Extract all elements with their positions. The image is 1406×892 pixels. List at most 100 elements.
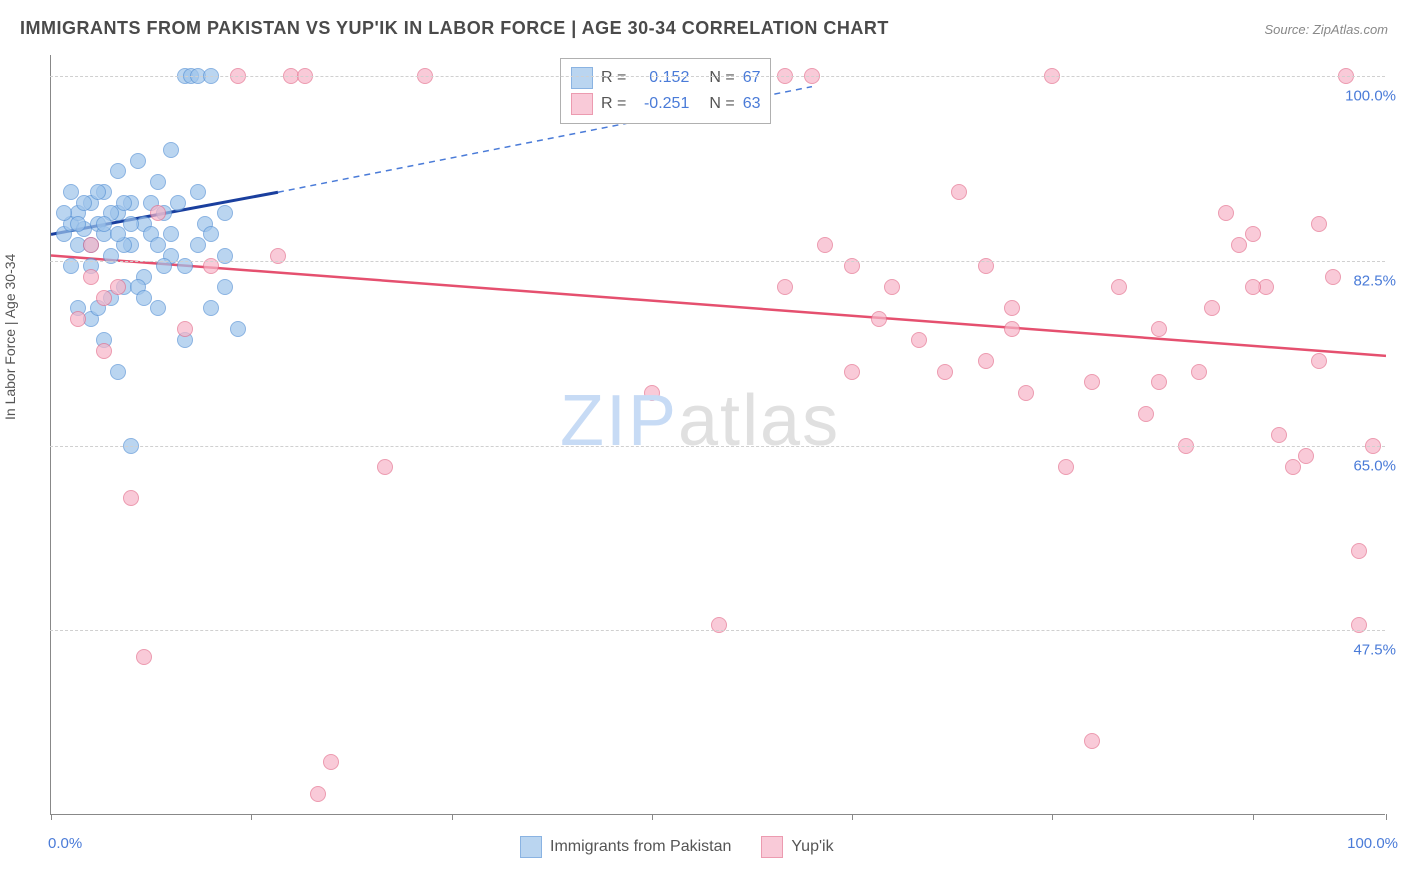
chart-source: Source: ZipAtlas.com xyxy=(1264,22,1388,37)
scatter-point xyxy=(150,205,166,221)
scatter-point xyxy=(70,311,86,327)
scatter-point xyxy=(116,195,132,211)
scatter-point xyxy=(884,279,900,295)
scatter-point xyxy=(190,184,206,200)
scatter-point xyxy=(1325,269,1341,285)
legend-n-label: N = xyxy=(709,95,734,113)
scatter-point xyxy=(76,195,92,211)
scatter-point xyxy=(1351,543,1367,559)
stats-legend: R =0.152N =67R =-0.251N =63 xyxy=(560,58,771,124)
legend-n-label: N = xyxy=(709,69,734,87)
scatter-point xyxy=(110,226,126,242)
scatter-point xyxy=(203,300,219,316)
y-tick-label: 100.0% xyxy=(1345,88,1396,105)
scatter-point xyxy=(937,364,953,380)
y-tick-label: 82.5% xyxy=(1353,272,1396,289)
chart-title: IMMIGRANTS FROM PAKISTAN VS YUP'IK IN LA… xyxy=(20,18,889,39)
x-tick-start: 0.0% xyxy=(48,835,82,852)
scatter-point xyxy=(170,195,186,211)
scatter-point xyxy=(1004,300,1020,316)
legend-n-value: 63 xyxy=(743,95,761,113)
scatter-point xyxy=(644,385,660,401)
scatter-point xyxy=(150,300,166,316)
scatter-point xyxy=(1004,321,1020,337)
x-tick xyxy=(452,814,453,820)
series-legend-label: Yup'ik xyxy=(791,838,833,856)
scatter-point xyxy=(1111,279,1127,295)
x-tick xyxy=(1253,814,1254,820)
y-tick-label: 65.0% xyxy=(1353,457,1396,474)
scatter-point xyxy=(310,786,326,802)
series-legend-item: Yup'ik xyxy=(761,836,833,858)
scatter-point xyxy=(217,279,233,295)
gridline xyxy=(50,446,1385,447)
scatter-point xyxy=(136,649,152,665)
scatter-point xyxy=(230,321,246,337)
y-tick-label: 47.5% xyxy=(1353,642,1396,659)
scatter-point xyxy=(1018,385,1034,401)
legend-r-label: R = xyxy=(601,69,626,87)
stats-legend-row: R = 0.152 N = 67 xyxy=(571,65,760,91)
legend-r-value: 0.152 xyxy=(634,69,689,87)
legend-swatch xyxy=(520,836,542,858)
scatter-point xyxy=(1231,237,1247,253)
scatter-point xyxy=(1151,321,1167,337)
scatter-point xyxy=(978,353,994,369)
scatter-point xyxy=(123,216,139,232)
scatter-point xyxy=(110,364,126,380)
scatter-point xyxy=(1298,448,1314,464)
scatter-point xyxy=(110,279,126,295)
scatter-point xyxy=(203,226,219,242)
legend-swatch xyxy=(571,67,593,89)
scatter-point xyxy=(83,269,99,285)
scatter-point xyxy=(136,290,152,306)
scatter-point xyxy=(1058,459,1074,475)
x-tick-end: 100.0% xyxy=(1347,835,1398,852)
scatter-point xyxy=(177,321,193,337)
scatter-point xyxy=(1218,205,1234,221)
scatter-point xyxy=(951,184,967,200)
scatter-point xyxy=(96,343,112,359)
gridline xyxy=(50,76,1385,77)
series-legend: Immigrants from PakistanYup'ik xyxy=(520,836,834,858)
scatter-point xyxy=(871,311,887,327)
gridline xyxy=(50,261,1385,262)
legend-n-value: 67 xyxy=(743,69,761,87)
x-tick xyxy=(1386,814,1387,820)
scatter-point xyxy=(130,153,146,169)
legend-r-label: R = xyxy=(601,95,626,113)
scatter-point xyxy=(190,237,206,253)
scatter-point xyxy=(1084,374,1100,390)
scatter-point xyxy=(1285,459,1301,475)
scatter-point xyxy=(1311,216,1327,232)
scatter-point xyxy=(163,142,179,158)
scatter-point xyxy=(63,184,79,200)
scatter-point xyxy=(777,279,793,295)
scatter-point xyxy=(377,459,393,475)
scatter-point xyxy=(1245,279,1261,295)
chart-plot-area xyxy=(50,55,1385,815)
x-tick xyxy=(852,814,853,820)
trend-line xyxy=(51,256,1386,356)
scatter-point xyxy=(1084,733,1100,749)
scatter-point xyxy=(1271,427,1287,443)
scatter-point xyxy=(1311,353,1327,369)
x-tick xyxy=(51,814,52,820)
scatter-point xyxy=(96,290,112,306)
scatter-point xyxy=(110,163,126,179)
scatter-point xyxy=(1191,364,1207,380)
scatter-point xyxy=(1245,226,1261,242)
trend-lines-svg xyxy=(51,55,1386,815)
scatter-point xyxy=(1204,300,1220,316)
y-axis-label: In Labor Force | Age 30-34 xyxy=(2,254,18,420)
x-tick xyxy=(1052,814,1053,820)
scatter-point xyxy=(90,184,106,200)
scatter-point xyxy=(123,490,139,506)
scatter-point xyxy=(83,237,99,253)
x-tick xyxy=(652,814,653,820)
scatter-point xyxy=(70,216,86,232)
legend-swatch xyxy=(761,836,783,858)
scatter-point xyxy=(844,364,860,380)
scatter-point xyxy=(1138,406,1154,422)
gridline xyxy=(50,630,1385,631)
